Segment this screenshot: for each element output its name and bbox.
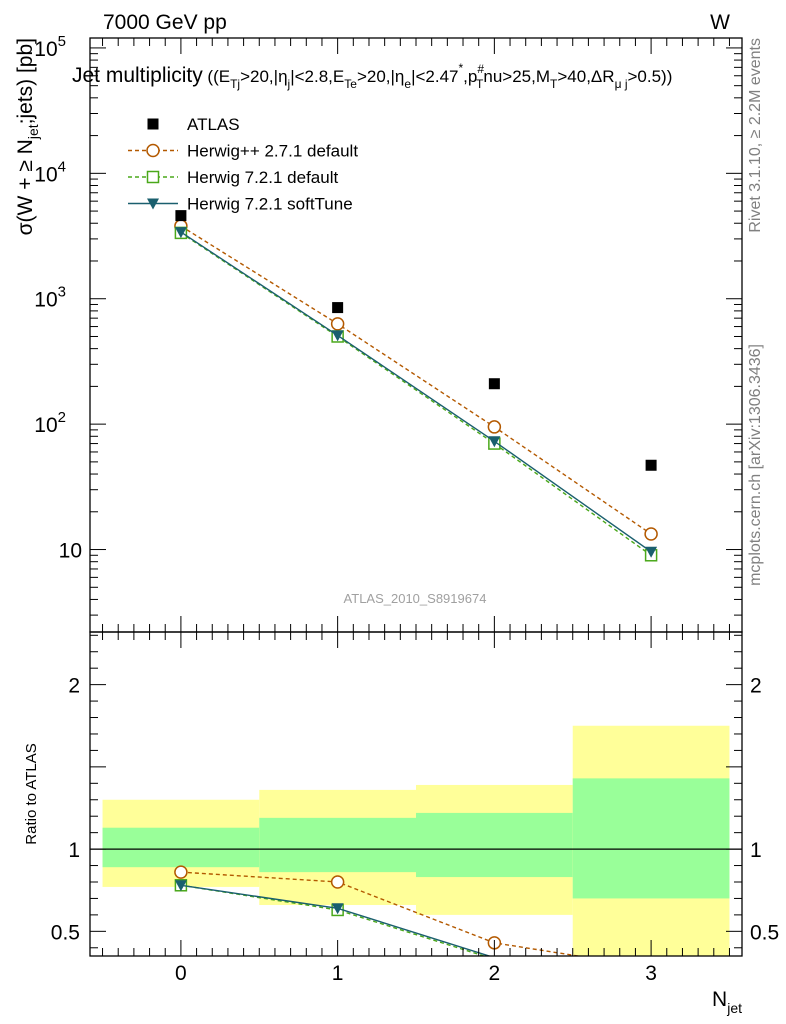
legend-item-herwig-7-2-1-softtune: Herwig 7.2.1 softTune [128,195,353,214]
lower-plot-frame: 0.5 0.5 1 1 2 2 0 1 2 3 [51,631,779,985]
legend-marker-herwig-7-2-1-default [146,170,160,184]
lower-ytick-label-right: 2 [750,675,762,698]
legend-item-atlas: ATLAS [147,115,240,134]
herwig-7-2-1-default-line [180,232,652,556]
upper-series-layer [174,210,658,562]
herwig-7-2-1-softtune-point-3 [645,546,658,558]
mcplots-label: mcplots.cern.ch [arXiv:1306.3436] [747,344,764,586]
xtick-label: 1 [332,962,344,985]
xtick-label: 3 [645,962,657,985]
atlas-point-3 [645,459,657,471]
upper-plot-frame: 10 102 103 104 105 [34,33,743,633]
ratio-series-layer [174,865,583,956]
ratio-herwig-2-7-1-default-point-1 [330,875,345,889]
lower-ytick-label: 1 [68,839,80,862]
herwig-7-2-1-softtune-point-1 [331,330,344,342]
legend-marker-atlas [147,118,159,130]
upper-ytick-label: 102 [34,409,66,437]
herwig-7-2-1-softtune-line [180,231,652,553]
legend-marker-herwig-2-7-1-default [146,143,160,158]
atlas-point-0 [175,210,187,222]
ratio-stat-band-bin-3 [572,778,730,899]
lower-ytick-label-right: 1 [750,839,762,862]
upper-ytick-label: 104 [34,158,66,186]
legend-item-herwig-7-2-1-default: Herwig 7.2.1 default [128,168,338,187]
upper-ytick-label: 105 [34,33,66,61]
analysis-id-label: ATLAS_2010_S8919674 [344,591,487,606]
ratio-herwig-7-2-1-softtune-point-0 [174,880,187,892]
herwig-7-2-1-softtune-point-0 [174,227,187,239]
legend: ATLAS Herwig++ 2.7.1 default Herwig 7.2.1 … [128,115,358,214]
energy-label: 7000 GeV pp [103,11,227,34]
ratio-herwig-2-7-1-default-point-0 [174,865,188,879]
ratio-stat-band-bin-0 [102,827,260,868]
ratio-herwig-7-2-1-softtune-line [180,884,492,956]
herwig-2-7-1-default-line [180,225,652,535]
legend-item-herwig-2-7-1-default: Herwig++ 2.7.1 default [128,142,358,161]
legend-label-herwig-7-2-1-softtune: Herwig 7.2.1 softTune [187,195,353,214]
atlas-point-1 [332,302,344,314]
lower-y-axis-label: Ratio to ATLAS [23,743,40,844]
herwig-7-2-1-softtune-point-2 [488,436,501,448]
legend-label-atlas: ATLAS [187,115,240,134]
herwig-2-7-1-default-point-2 [487,420,502,434]
xtick-label: 2 [489,962,501,985]
herwig-2-7-1-default-point-1 [330,317,345,331]
lower-ytick-label: 2 [68,675,80,698]
lower-ytick-label: 0.5 [51,921,80,944]
atlas-point-2 [488,378,500,390]
upper-y-axis-label: σ(W + ≥ Njet;jets) [pb] [14,38,41,235]
legend-marker-herwig-7-2-1-softtune [147,198,159,210]
ratio-series-clip [174,865,583,956]
ratio-herwig-7-2-1-softtune-point-1 [331,903,344,915]
ratio-herwig-7-2-1-default-line [180,884,487,956]
x-axis-label: Njet [712,988,742,1016]
ratio-stat-band-bin-1 [259,817,416,873]
upper-ytick-label: 103 [34,284,66,312]
process-label: W [710,11,730,34]
upper-ytick-label: 10 [59,540,82,563]
herwig-2-7-1-default-point-3 [644,527,658,541]
rivet-label: Rivet 3.1.10, ≥ 2.2M events [747,38,764,233]
lower-ytick-label-right: 0.5 [750,921,779,944]
legend-label-herwig-7-2-1-default: Herwig 7.2.1 default [187,168,338,187]
ratio-stat-band-bin-2 [416,812,573,878]
plot-title: Jet multiplicity ((ETj>20,|ηj|<2.8,ETe>2… [72,61,672,91]
legend-label-herwig-2-7-1-default: Herwig++ 2.7.1 default [187,142,358,161]
ratio-herwig-2-7-1-default-line [180,871,583,956]
ratio-bands [90,725,742,956]
xtick-label: 0 [175,962,187,985]
